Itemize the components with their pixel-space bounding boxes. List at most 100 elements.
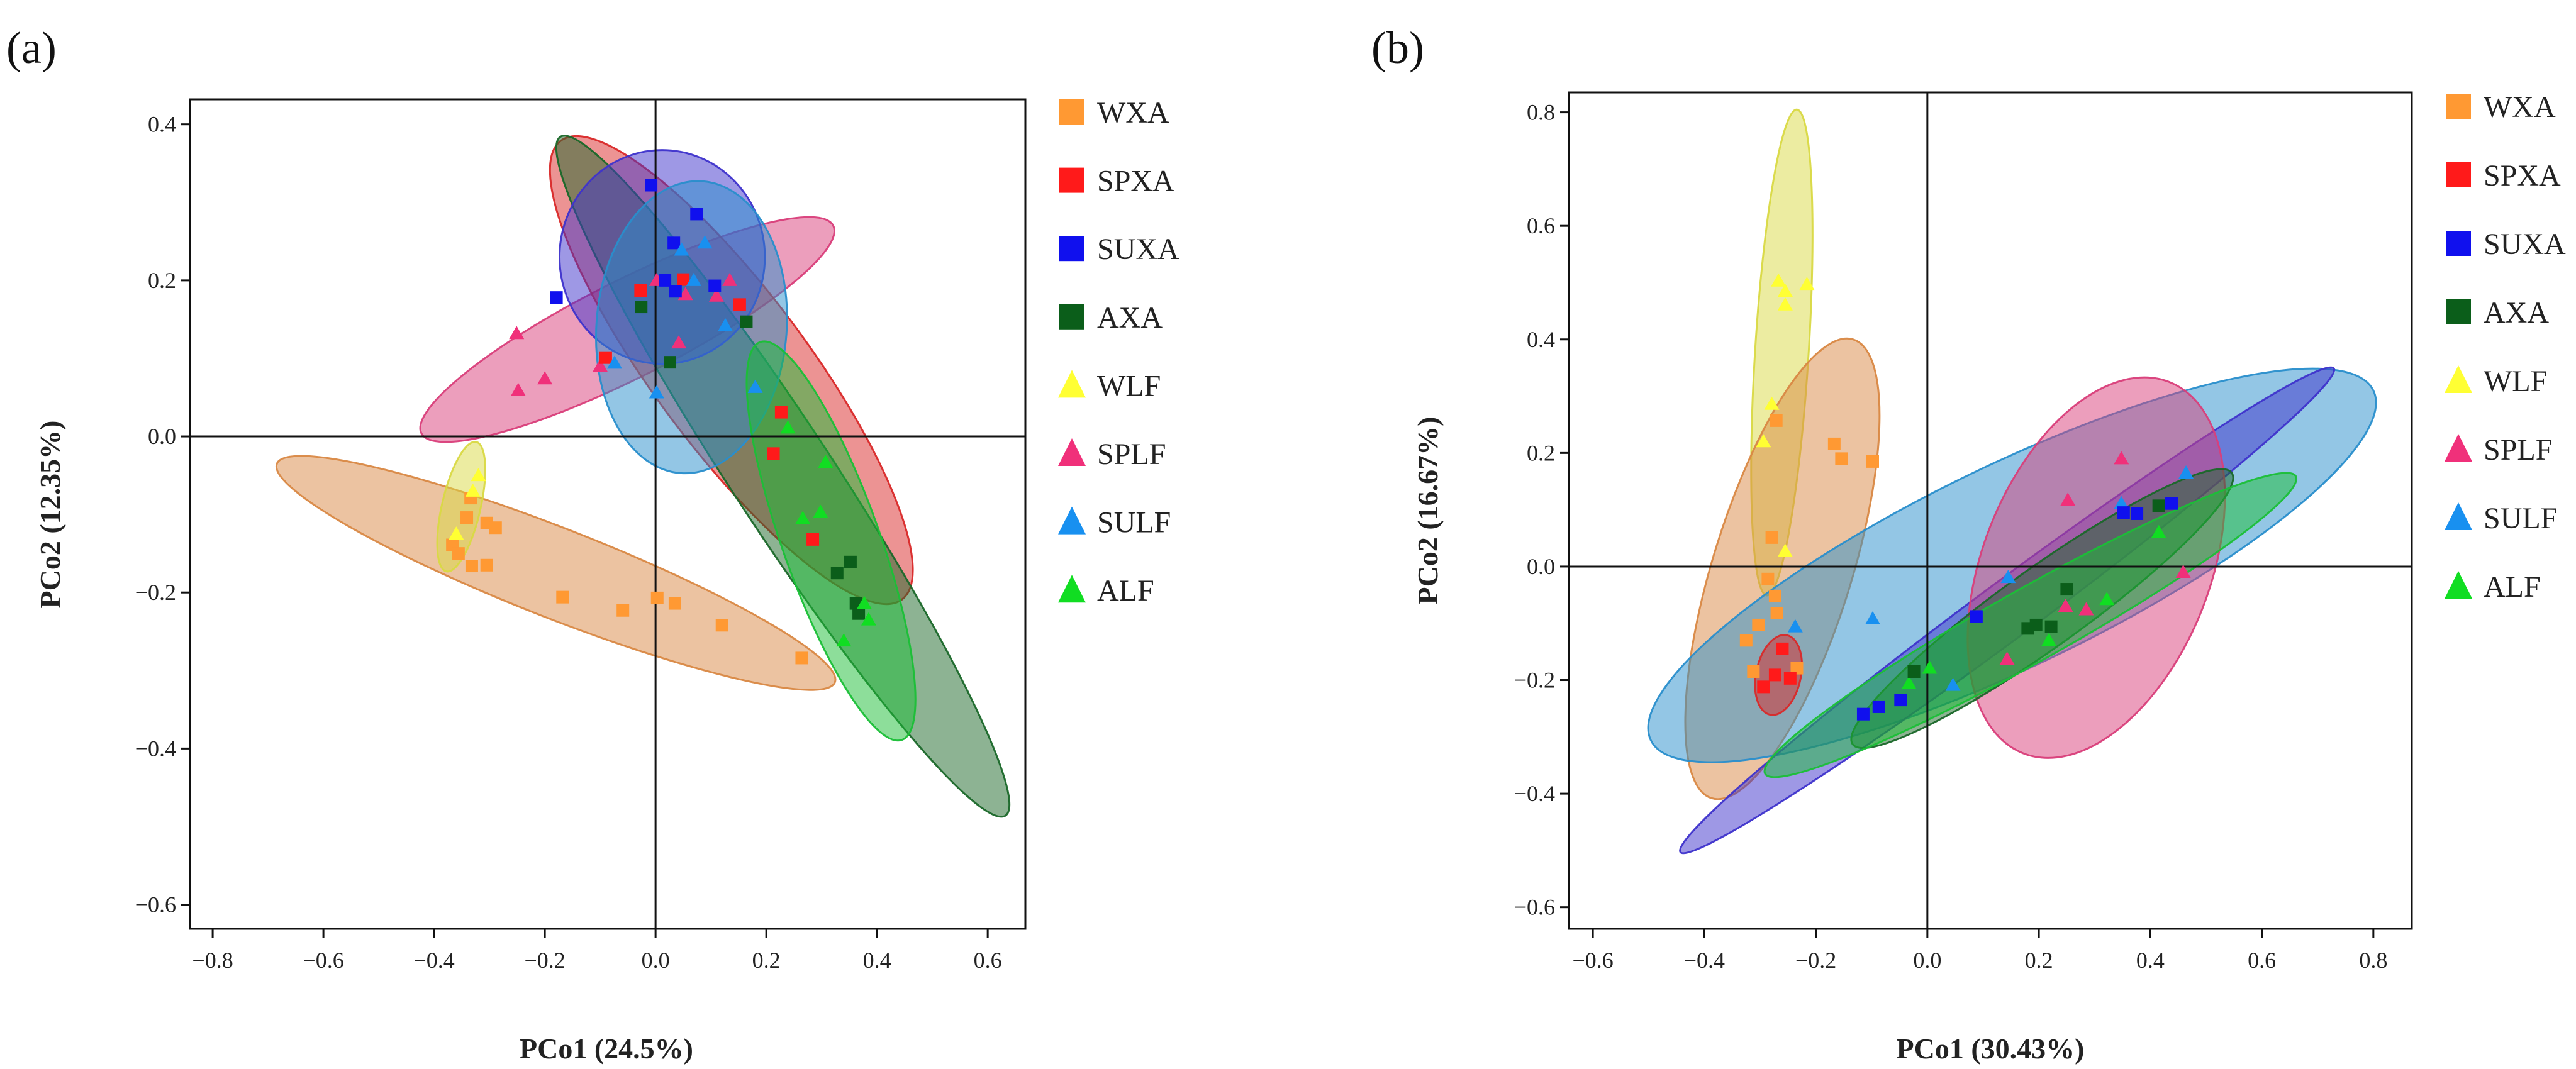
data-point-spxa bbox=[1757, 680, 1770, 694]
data-point-spxa bbox=[599, 351, 612, 364]
data-point-wlf bbox=[1777, 543, 1793, 557]
data-point-axa bbox=[852, 607, 866, 620]
data-point-spxa bbox=[1776, 642, 1789, 655]
legend-square-marker bbox=[1059, 167, 1084, 193]
legend-item-wxa: WXA bbox=[1059, 96, 1169, 130]
data-point-wxa bbox=[1770, 606, 1783, 619]
legend-square-marker bbox=[2446, 299, 2471, 324]
data-point-sulf bbox=[747, 379, 763, 393]
legend-label: SULF bbox=[2484, 502, 2557, 535]
confidence-ellipse-sulf bbox=[594, 180, 788, 475]
x-tick-label: −0.6 bbox=[303, 948, 343, 973]
data-point-splf bbox=[671, 335, 687, 349]
y-axis-label: PCo2 (12.35%) bbox=[34, 421, 66, 609]
data-point-splf bbox=[708, 288, 724, 302]
data-point-sulf bbox=[2114, 496, 2129, 509]
y-tick-label: 0.8 bbox=[1527, 100, 1555, 125]
legend-label: WXA bbox=[1097, 96, 1169, 130]
data-point-splf bbox=[722, 272, 738, 286]
data-point-suxa bbox=[2165, 497, 2178, 510]
data-point-splf bbox=[509, 326, 525, 340]
data-point-wxa bbox=[452, 547, 465, 560]
data-point-alf bbox=[856, 595, 872, 609]
legend-item-spxa: SPXA bbox=[1059, 165, 1174, 198]
data-point-axa bbox=[740, 315, 753, 328]
y-tick-label: −0.6 bbox=[1514, 895, 1555, 920]
data-point-wxa bbox=[489, 521, 502, 534]
legend-item-wlf: WLF bbox=[2445, 365, 2547, 398]
data-point-wlf bbox=[449, 526, 464, 540]
legend-item-axa: AXA bbox=[1059, 301, 1163, 335]
legend-label: SPLF bbox=[1097, 438, 1166, 471]
legend-label: AXA bbox=[2484, 296, 2549, 330]
data-point-suxa bbox=[667, 236, 681, 250]
y-tick-label: 0.0 bbox=[148, 424, 176, 449]
panel-label: (b) bbox=[1371, 23, 1424, 73]
panel-b: −0.6 −0.4 −0.2 0.0 0.2 0.4 0.6 0.8 −0.6 −0.4 −0.2 0… bbox=[1371, 23, 2566, 1065]
x-tick-label: −0.6 bbox=[1572, 948, 1613, 973]
data-point-alf bbox=[795, 511, 811, 524]
data-point-wxa bbox=[668, 597, 681, 610]
data-point-sulf bbox=[607, 355, 623, 369]
data-point-alf bbox=[1901, 675, 1917, 689]
y-tick-label: 0.6 bbox=[1527, 213, 1555, 238]
data-point-alf bbox=[2151, 524, 2166, 538]
data-point-splf bbox=[2114, 451, 2129, 465]
x-tick-label: 0.0 bbox=[642, 948, 670, 973]
data-point-sulf bbox=[2178, 465, 2194, 479]
x-tick-label: 0.6 bbox=[974, 948, 1002, 973]
x-tick-label: 0.0 bbox=[1913, 948, 1941, 973]
x-tick-label: −0.8 bbox=[192, 948, 233, 973]
data-point-axa bbox=[2044, 620, 2058, 633]
data-point-axa bbox=[2060, 583, 2073, 596]
legend-label: SUXA bbox=[1097, 233, 1179, 266]
data-point-suxa bbox=[1894, 694, 1907, 707]
legend-triangle-marker bbox=[1058, 575, 1086, 603]
data-point-wxa bbox=[460, 511, 474, 524]
y-tick-label: −0.6 bbox=[135, 892, 176, 917]
legend-square-marker bbox=[2446, 231, 2471, 256]
data-point-alf bbox=[2099, 592, 2115, 606]
data-point-wxa bbox=[616, 604, 630, 617]
legend: WXA SPXA SUXA AXA WLF SPLF SULF ALF bbox=[2445, 91, 2566, 604]
data-point-suxa bbox=[669, 285, 682, 298]
y-tick-label: −0.2 bbox=[135, 580, 176, 605]
data-point-spxa bbox=[733, 298, 746, 311]
data-point-sulf bbox=[649, 385, 664, 399]
data-point-spxa bbox=[1783, 672, 1797, 685]
data-point-wxa bbox=[1747, 665, 1760, 678]
legend-item-wxa: WXA bbox=[2446, 91, 2556, 124]
confidence-ellipse-wxa bbox=[275, 455, 837, 691]
data-point-wlf bbox=[1764, 396, 1780, 410]
data-point-spxa bbox=[767, 447, 780, 460]
y-tick-label: 0.2 bbox=[1527, 440, 1555, 465]
data-point-axa bbox=[664, 356, 677, 369]
data-point-suxa bbox=[1970, 610, 1983, 623]
data-point-wxa bbox=[715, 619, 728, 632]
x-axis-label: PCo1 (30.43%) bbox=[1897, 1033, 2085, 1065]
data-point-sulf bbox=[697, 235, 713, 249]
legend: WXA SPXA SUXA AXA WLF SPLF SULF ALF bbox=[1058, 96, 1179, 607]
data-point-sulf bbox=[686, 272, 701, 286]
legend-label: ALF bbox=[2484, 570, 2541, 604]
data-point-suxa bbox=[550, 291, 563, 304]
plot-frame bbox=[189, 98, 1027, 930]
data-point-splf bbox=[2058, 599, 2073, 612]
x-tick-label: −0.2 bbox=[524, 948, 565, 973]
x-tick-label: 0.2 bbox=[2025, 948, 2053, 973]
data-point-suxa bbox=[2117, 506, 2130, 519]
data-point-wlf bbox=[1777, 284, 1793, 297]
y-tick-label: 0.4 bbox=[148, 112, 176, 137]
legend-item-sulf: SULF bbox=[2445, 502, 2557, 535]
x-axis-label: PCo1 (24.5%) bbox=[520, 1033, 693, 1065]
y-tick-label: −0.4 bbox=[1514, 781, 1555, 806]
data-point-sulf bbox=[1945, 677, 1961, 691]
data-point-splf bbox=[2060, 492, 2076, 506]
legend-label: SPXA bbox=[1097, 165, 1174, 198]
legend-item-suxa: SUXA bbox=[1059, 233, 1179, 266]
data-point-wxa bbox=[1827, 437, 1841, 450]
x-tick-label: 0.8 bbox=[2359, 948, 2387, 973]
legend-item-splf: SPLF bbox=[2445, 433, 2552, 467]
data-point-spxa bbox=[1768, 668, 1781, 682]
